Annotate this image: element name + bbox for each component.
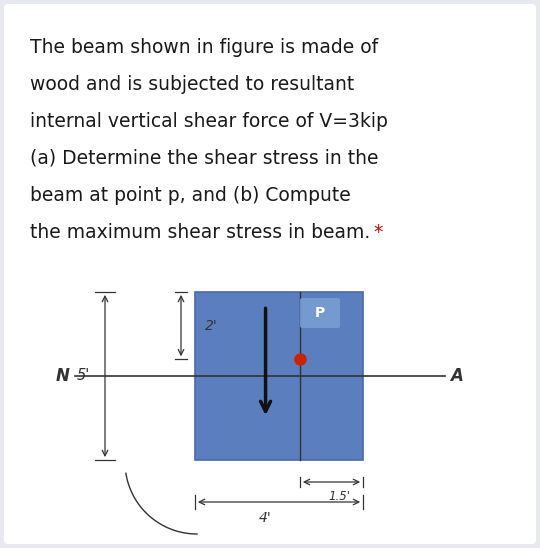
Text: the maximum shear stress in beam.: the maximum shear stress in beam.: [30, 223, 370, 242]
Text: P: P: [315, 306, 325, 320]
Text: wood and is subjected to resultant: wood and is subjected to resultant: [30, 75, 354, 94]
FancyBboxPatch shape: [4, 4, 536, 544]
FancyBboxPatch shape: [300, 298, 340, 328]
Text: A: A: [450, 367, 463, 385]
Bar: [195, 292, 363, 460]
Text: (a) Determine the shear stress in the: (a) Determine the shear stress in the: [30, 149, 379, 168]
Text: *: *: [368, 223, 383, 242]
Text: beam at point p, and (b) Compute: beam at point p, and (b) Compute: [30, 186, 351, 205]
Text: 5': 5': [76, 368, 90, 384]
Text: 2': 2': [205, 318, 218, 333]
Text: 1.5': 1.5': [328, 489, 350, 503]
Text: 4': 4': [259, 511, 272, 525]
Text: The beam shown in figure is made of: The beam shown in figure is made of: [30, 38, 378, 57]
Text: N: N: [56, 367, 70, 385]
Text: internal vertical shear force of V=3kip: internal vertical shear force of V=3kip: [30, 112, 388, 131]
